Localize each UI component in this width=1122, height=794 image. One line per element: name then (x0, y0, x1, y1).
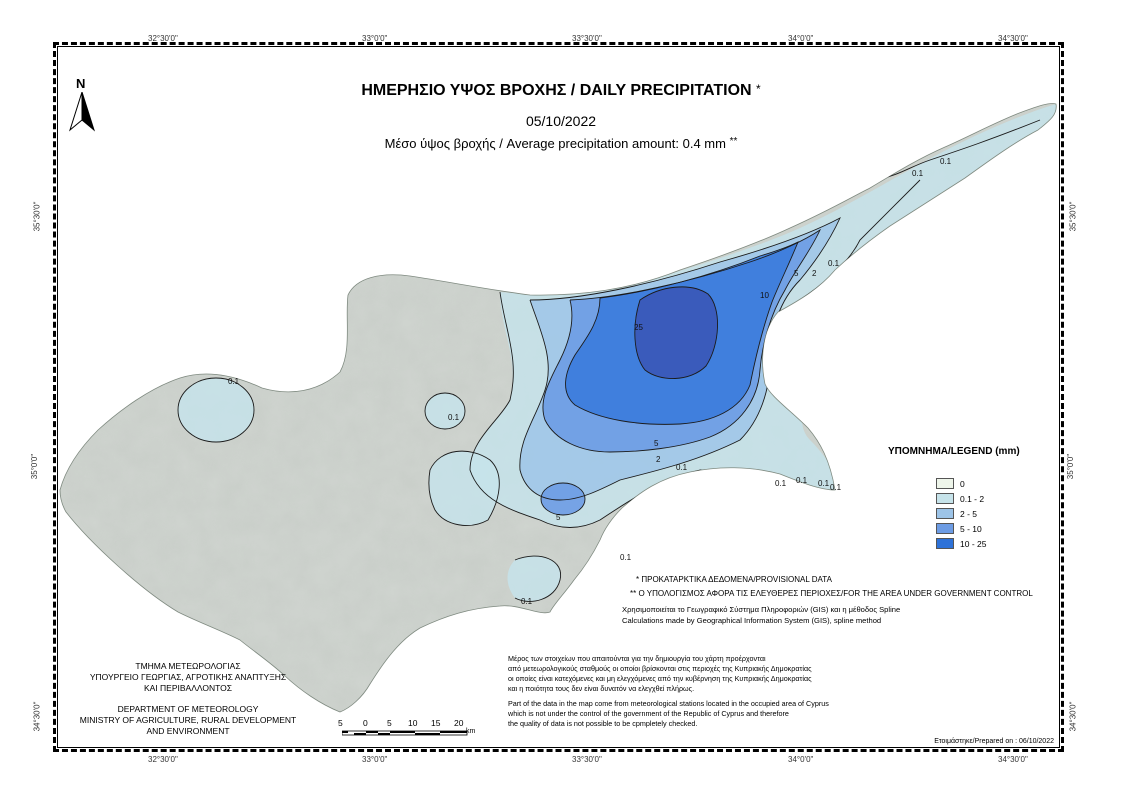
disclaimer-line: και η ποιότητα τους δεν είναι δυνατόν να… (508, 684, 695, 693)
scale-tick-label: 5 (387, 718, 392, 728)
contour-label: 2 (812, 269, 817, 278)
legend-swatch (936, 493, 954, 504)
disclaimer-line: the quality of data is not possible to b… (508, 719, 698, 728)
legend-item: 2 - 5 (936, 506, 1068, 521)
lon-label-bottom: 33°30'0" (572, 755, 602, 764)
scale-tick-label: 0 (363, 718, 368, 728)
scale-bar: 5 0 5 10 15 20 km (338, 718, 498, 740)
disclaimer-line: Μέρος των στοιχείων που απαιτούνται για … (508, 654, 766, 663)
lon-label-top: 33°30'0" (572, 34, 602, 43)
disclaimer-line: οι οποίες είναι κατεχόμενες και μη ελεγχ… (508, 674, 812, 683)
legend-label: 0 (960, 478, 965, 489)
contour-label: 0.1 (620, 553, 632, 562)
contour-label: 0.1 (940, 157, 952, 166)
disclaimer-gr: Μέρος των στοιχείων που απαιτούνται για … (508, 654, 812, 694)
scale-tick-label: 15 (431, 718, 441, 728)
title-marker: * (756, 82, 761, 96)
lon-label-bottom: 33°0'0" (362, 755, 388, 764)
north-arrow-icon: N (68, 76, 96, 134)
map-title: ΗΜΕΡΗΣΙΟ ΥΨΟΣ ΒΡΟΧΗΣ / DAILY PRECIPITATI… (0, 82, 1122, 100)
average-marker: ** (729, 136, 738, 147)
department-line: MINISTRY OF AGRICULTURE, RURAL DEVELOPME… (79, 715, 297, 725)
disclaimer-en: Part of the data in the map come from me… (508, 699, 829, 729)
contour-label: 0.1 (796, 476, 808, 485)
lon-label-bottom: 34°0'0" (788, 755, 814, 764)
lon-label-bottom: 32°30'0" (148, 755, 178, 764)
map-title-text: ΗΜΕΡΗΣΙΟ ΥΨΟΣ ΒΡΟΧΗΣ / DAILY PRECIPITATI… (361, 82, 752, 99)
prepared-date: Ετοιμάστηκε/Prepared on : 06/10/2022 (934, 738, 1054, 745)
north-label: N (76, 76, 86, 91)
contour-label: 0.1 (676, 463, 688, 472)
legend-title: ΥΠΟΜΝΗΜΑ/LEGEND (mm) (888, 446, 1020, 457)
contour-label: 10 (760, 291, 769, 300)
legend-swatch (936, 478, 954, 489)
contour-label: 0.1 (912, 169, 924, 178)
legend-swatch (936, 538, 954, 549)
contour-label: 0.1 (818, 479, 830, 488)
department-gr: ΤΜΗΜΑ ΜΕΤΕΩΡΟΛΟΓΙΑΣ ΥΠΟΥΡΓΕΙΟ ΓΕΩΡΓΙΑΣ, … (68, 661, 308, 694)
map-legend: ΥΠΟΜΝΗΜΑ/LEGEND (mm) 0 0.1 - 2 2 - 5 5 -… (888, 446, 1068, 551)
department-line: ΚΑΙ ΠΕΡΙΒΑΛΛΟΝΤΟΣ (143, 683, 233, 693)
legend-swatch (936, 508, 954, 519)
lon-label-top: 32°30'0" (148, 34, 178, 43)
disclaimer-line: Part of the data in the map come from me… (508, 699, 829, 708)
lon-label-bottom: 34°30'0" (998, 755, 1028, 764)
area-note: ** Ο ΥΠΟΛΟΓΙΣΜΟΣ ΑΦΟΡΑ ΤΙΣ ΕΛΕΥΘΕΡΕΣ ΠΕΡ… (630, 589, 1033, 598)
legend-item: 10 - 25 (936, 536, 1068, 551)
legend-label: 5 - 10 (960, 523, 982, 534)
scale-unit: km (466, 728, 476, 735)
contour-label: 0.1 (228, 377, 240, 386)
legend-item: 5 - 10 (936, 521, 1068, 536)
average-text: Μέσο ύψος βροχής / Average precipitation… (384, 136, 726, 151)
contour-label: 0.1 (448, 413, 460, 422)
gis-note-gr: Χρησιμοποιείται το Γεωγραφικό Σύστημα Πλ… (622, 605, 901, 614)
legend-item: 0 (936, 476, 1068, 491)
department-line: ΤΜΗΜΑ ΜΕΤΕΩΡΟΛΟΓΙΑΣ (135, 661, 241, 671)
scale-tick-label: 5 (338, 718, 343, 728)
department-line: AND ENVIRONMENT (146, 726, 230, 736)
legend-label: 2 - 5 (960, 508, 978, 519)
contour-label: 25 (634, 323, 643, 332)
map-date: 05/10/2022 (525, 113, 597, 129)
disclaimer-line: which is not under the control of the go… (508, 709, 789, 718)
contour-label: 0.1 (521, 597, 533, 606)
contour-label: 5 (654, 439, 659, 448)
department-line: DEPARTMENT OF METEOROLOGY (117, 704, 259, 714)
map-frame-outer (53, 42, 1064, 752)
legend-label: 10 - 25 (960, 538, 987, 549)
contour-label: 0.1 (775, 479, 787, 488)
gis-note-en: Calculations made by Geographical Inform… (622, 616, 882, 625)
scale-tick-label: 20 (454, 718, 464, 728)
legend-swatch (936, 523, 954, 534)
lon-label-top: 34°0'0" (788, 34, 814, 43)
legend-label: 0.1 - 2 (960, 493, 985, 504)
lon-label-top: 34°30'0" (998, 34, 1028, 43)
contour-label: 5 (556, 513, 561, 522)
lon-label-top: 33°0'0" (362, 34, 388, 43)
legend-item: 0.1 - 2 (936, 491, 1068, 506)
contour-label: 0.1 (830, 483, 842, 492)
department-en: DEPARTMENT OF METEOROLOGY MINISTRY OF AG… (68, 704, 308, 737)
contour-label: 0.1 (828, 259, 840, 268)
map-frame-inner (57, 46, 1060, 748)
provisional-note: * ΠΡΟΚΑΤΑΡΚΤΙΚΑ ΔΕΔΟΜΕΝΑ/PROVISIONAL DAT… (636, 575, 832, 584)
disclaimer-line: από μετεωρολογικούς σταθμούς οι οποίοι β… (508, 664, 812, 673)
contour-label: 2 (656, 455, 661, 464)
north-arrow-shape (69, 92, 95, 132)
department-line: ΥΠΟΥΡΓΕΙΟ ΓΕΩΡΓΙΑΣ, ΑΓΡΟΤΙΚΗΣ ΑΝΑΠΤΥΞΗΣ (89, 672, 287, 682)
scale-bar-graphic (342, 730, 468, 736)
contour-label: 5 (794, 269, 799, 278)
scale-tick-label: 10 (408, 718, 418, 728)
average-precipitation: Μέσο ύψος βροχής / Average precipitation… (0, 136, 1122, 151)
